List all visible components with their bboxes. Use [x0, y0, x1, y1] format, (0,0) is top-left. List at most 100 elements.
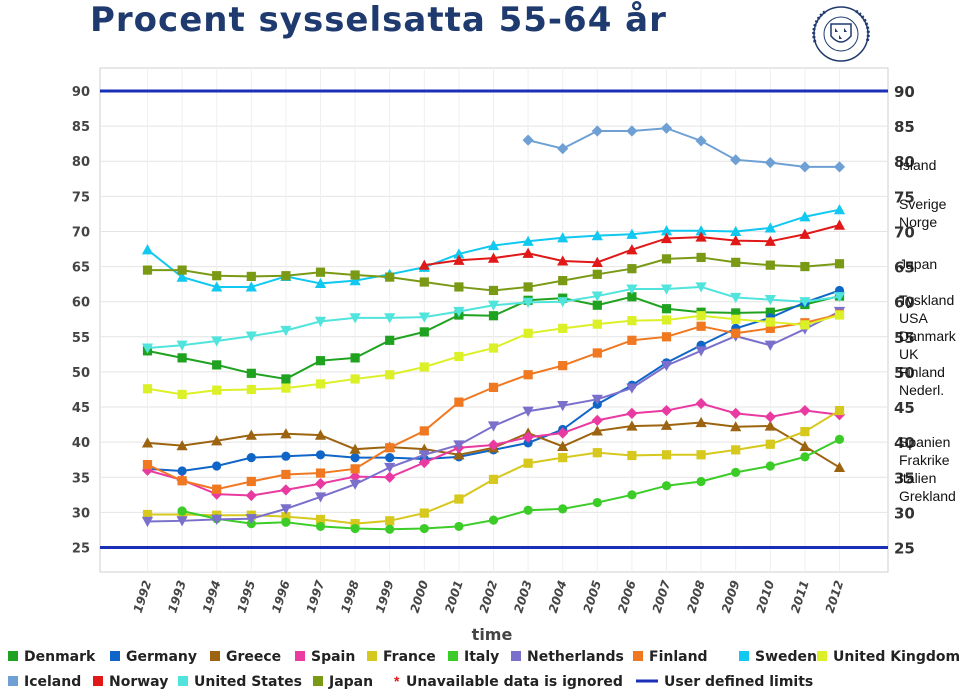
data-point-united-states [764, 294, 776, 306]
data-point-netherlands [211, 514, 223, 526]
data-point-japan [385, 272, 395, 282]
x-tick-label: 2008 [684, 579, 708, 615]
data-point-japan [419, 277, 429, 287]
data-point-italy [696, 476, 706, 487]
data-point-japan [350, 270, 360, 280]
data-point-greece [833, 461, 846, 473]
data-point-denmark [385, 335, 395, 345]
data-point-united-states [799, 297, 811, 308]
legend-swatch [633, 651, 643, 661]
data-point-denmark [246, 368, 256, 378]
legend-label: Italy [464, 649, 499, 665]
data-point-norway [695, 231, 707, 242]
series-line-iceland [527, 127, 840, 168]
x-axis-label: time [472, 625, 513, 644]
data-point-united-states [660, 284, 673, 295]
legend-item-italy: Italy [448, 649, 499, 665]
data-point-united-states [245, 331, 257, 342]
data-point-iceland [799, 161, 811, 173]
x-tick-label: 1997 [304, 578, 328, 615]
data-point-spain [764, 411, 776, 423]
series-norway [418, 219, 846, 270]
data-point-finland [765, 323, 775, 333]
data-point-spain [245, 489, 257, 502]
data-point-italy [177, 506, 187, 516]
data-point-norway [660, 232, 673, 244]
x-tick-label: 2006 [615, 579, 639, 615]
data-point-denmark [281, 374, 291, 384]
data-point-japan [281, 271, 291, 281]
data-point-finland [731, 328, 741, 338]
x-tick-label: 1993 [165, 579, 189, 615]
legend-swatch [739, 651, 749, 661]
data-point-germany [350, 453, 360, 463]
data-point-finland [315, 468, 326, 478]
y-tick-label: 40 [72, 436, 90, 451]
data-point-denmark [488, 311, 499, 321]
data-point-italy [419, 523, 429, 534]
legend-swatch [313, 676, 323, 686]
side-label-line: Spanien [899, 434, 951, 450]
data-point-united-kingdom [246, 384, 256, 395]
legend-label: Norway [109, 674, 168, 690]
data-point-sweden [211, 281, 223, 292]
side-label-line: Japan [899, 256, 938, 272]
legend-item-germany: Germany [110, 649, 197, 665]
data-point-united-kingdom [834, 310, 845, 320]
y-tick-label-right: 45 [894, 399, 915, 417]
data-point-united-states [211, 336, 223, 347]
data-point-united-kingdom [212, 385, 222, 395]
legend-label: Denmark [24, 649, 96, 665]
side-label-sverige-norge: Sverige Norge [899, 195, 946, 231]
data-point-united-states [280, 325, 292, 337]
legend-item-greece: Greece [210, 649, 281, 665]
data-point-italy [558, 504, 568, 514]
y-tick-label-right: 30 [894, 504, 915, 522]
data-point-united-states [349, 313, 361, 324]
data-point-united-states [384, 313, 396, 324]
x-tick-label: 2007 [650, 578, 674, 615]
legend-label: Germany [126, 649, 197, 665]
data-point-iceland [557, 142, 569, 155]
data-point-denmark [212, 360, 222, 370]
data-point-netherlands [591, 394, 603, 405]
data-point-netherlands [626, 383, 638, 394]
data-point-france [558, 453, 568, 463]
x-tick-label: 2002 [477, 579, 501, 615]
legend-swatch [511, 651, 521, 661]
side-label-line: Grekland [899, 488, 956, 504]
data-point-united-kingdom [177, 389, 187, 399]
legend-asterisk: * [394, 673, 400, 689]
legend-swatch [295, 651, 305, 661]
data-point-netherlands [487, 421, 500, 432]
legend-label: France [383, 649, 436, 665]
data-point-spain [349, 470, 361, 483]
x-tick-label: 1994 [200, 579, 224, 615]
data-point-iceland [695, 135, 707, 147]
y-tick-label: 30 [72, 506, 90, 521]
series-spain [141, 397, 846, 502]
data-point-united-kingdom [558, 323, 568, 333]
data-point-sweden [522, 235, 534, 246]
data-point-france [523, 458, 533, 468]
data-point-italy [350, 523, 360, 534]
data-point-germany [315, 450, 326, 460]
y-tick-label: 45 [72, 401, 90, 416]
data-point-finland [488, 382, 499, 392]
data-point-finland [661, 332, 672, 342]
data-point-norway [487, 252, 500, 263]
data-point-united-kingdom [454, 351, 464, 362]
data-point-norway [557, 255, 569, 266]
legend-label: Iceland [24, 674, 81, 690]
data-point-japan [696, 252, 706, 263]
data-point-norway [764, 235, 776, 246]
side-label-line: USA [899, 310, 928, 326]
data-point-norway [591, 256, 603, 267]
data-point-denmark [765, 307, 775, 317]
data-point-united-states [730, 292, 742, 304]
data-point-iceland [833, 161, 846, 173]
data-point-sweden [660, 225, 673, 236]
side-label-line: Island [899, 157, 937, 173]
data-point-greece [245, 429, 257, 440]
data-point-united-kingdom [315, 379, 326, 389]
